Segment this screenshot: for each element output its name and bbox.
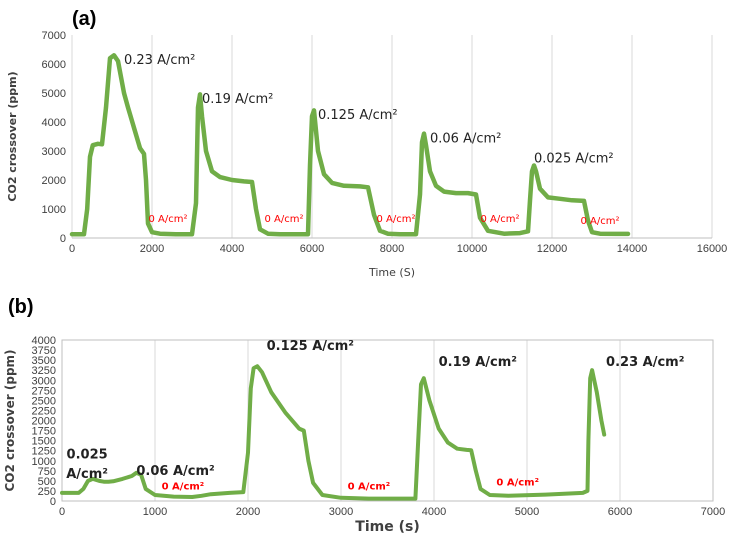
y-tick-label: 2750 xyxy=(32,385,56,397)
x-tick-label: 5000 xyxy=(515,506,539,518)
zero-current-label: 0 A/cm² xyxy=(162,482,205,493)
zero-current-label: 0 A/cm² xyxy=(265,214,304,225)
chart-a: 0 2000 4000 6000 8000 10000 12000 14000 16000 0 10… xyxy=(6,30,727,279)
x-tick-label: 2000 xyxy=(236,506,260,518)
x-tick-label: 1000 xyxy=(143,506,167,518)
y-tick-label: 750 xyxy=(38,466,56,478)
y-tick-label: 500 xyxy=(38,476,56,488)
zero-current-label: 0 A/cm² xyxy=(481,214,520,225)
y-tick-label: 4000 xyxy=(42,117,66,129)
zero-current-label: 0 A/cm² xyxy=(581,216,620,227)
y-tick-label: 0 xyxy=(60,233,66,245)
x-tick-label: 10000 xyxy=(457,243,488,255)
y-tick-label: 1000 xyxy=(42,204,66,216)
y-tick-label: 1250 xyxy=(32,446,56,458)
series-line xyxy=(60,364,607,501)
x-tick-label: 0 xyxy=(69,243,75,255)
x-tick-label: 6000 xyxy=(300,243,324,255)
current-density-label: 0.125 A/cm² xyxy=(318,108,398,123)
current-density-label: A/cm² xyxy=(66,467,108,482)
x-tick-label: 6000 xyxy=(608,506,632,518)
y-tick-label: 1000 xyxy=(32,456,56,468)
current-density-label: 0.19 A/cm² xyxy=(439,355,517,370)
x-tick-label: 3000 xyxy=(329,506,353,518)
current-density-label: 0.025 xyxy=(67,448,108,463)
x-tick-label: 0 xyxy=(59,506,65,518)
x-axis-label: Time (s) xyxy=(355,519,419,535)
y-tick-label: 1750 xyxy=(32,426,56,438)
x-axis-label: Time (S) xyxy=(368,266,415,279)
y-tick-label: 3000 xyxy=(32,375,56,387)
zero-current-label: 0 A/cm² xyxy=(377,214,416,225)
current-density-label: 0.23 A/cm² xyxy=(606,355,684,370)
y-axis-label: CO2 crossover (ppm) xyxy=(3,349,17,491)
y-tick-label: 6000 xyxy=(42,59,66,71)
y-tick-label: 1500 xyxy=(32,436,56,448)
series-line xyxy=(69,53,631,237)
zero-current-label: 0 A/cm² xyxy=(496,478,539,489)
y-tick-label: 3250 xyxy=(32,365,56,377)
x-tick-label: 4000 xyxy=(422,506,446,518)
current-density-label: 0.23 A/cm² xyxy=(124,53,195,68)
x-tick-label: 7000 xyxy=(701,506,725,518)
current-density-label: 0.125 A/cm² xyxy=(267,339,354,354)
y-tick-label: 2250 xyxy=(32,405,56,417)
x-tick-label: 14000 xyxy=(617,243,648,255)
panel-label-b: (b) xyxy=(8,296,34,318)
y-tick-label: 3500 xyxy=(32,355,56,367)
panel-label-a: (a) xyxy=(72,8,96,30)
y-tick-label: 3000 xyxy=(42,146,66,158)
y-tick-label: 2000 xyxy=(42,175,66,187)
y-tick-label: 2000 xyxy=(32,416,56,428)
y-tick-label: 4000 xyxy=(32,335,56,347)
chart-b: 0 1000 2000 3000 4000 5000 6000 700002505007501… xyxy=(3,335,725,535)
plot-frame xyxy=(61,339,714,502)
x-tick-label: 8000 xyxy=(380,243,404,255)
zero-current-label: 0 A/cm² xyxy=(149,214,188,225)
x-tick-label: 2000 xyxy=(140,243,164,255)
y-tick-label: 250 xyxy=(38,486,56,498)
x-tick-label: 4000 xyxy=(220,243,244,255)
x-tick-label: 16000 xyxy=(697,243,728,255)
current-density-label: 0.19 A/cm² xyxy=(202,92,273,107)
y-tick-label: 2500 xyxy=(32,395,56,407)
y-tick-label: 7000 xyxy=(42,30,66,42)
x-tick-label: 12000 xyxy=(537,243,568,255)
current-density-label: 0.025 A/cm² xyxy=(534,152,614,167)
zero-current-label: 0 A/cm² xyxy=(348,482,391,493)
current-density-label: 0.06 A/cm² xyxy=(430,131,501,146)
y-tick-label: 0 xyxy=(50,496,56,508)
current-density-label: 0.06 A/cm² xyxy=(136,464,214,479)
y-axis-label: CO2 crossover (ppm) xyxy=(6,71,19,201)
y-tick-label: 5000 xyxy=(42,88,66,100)
y-tick-label: 3750 xyxy=(32,345,56,357)
